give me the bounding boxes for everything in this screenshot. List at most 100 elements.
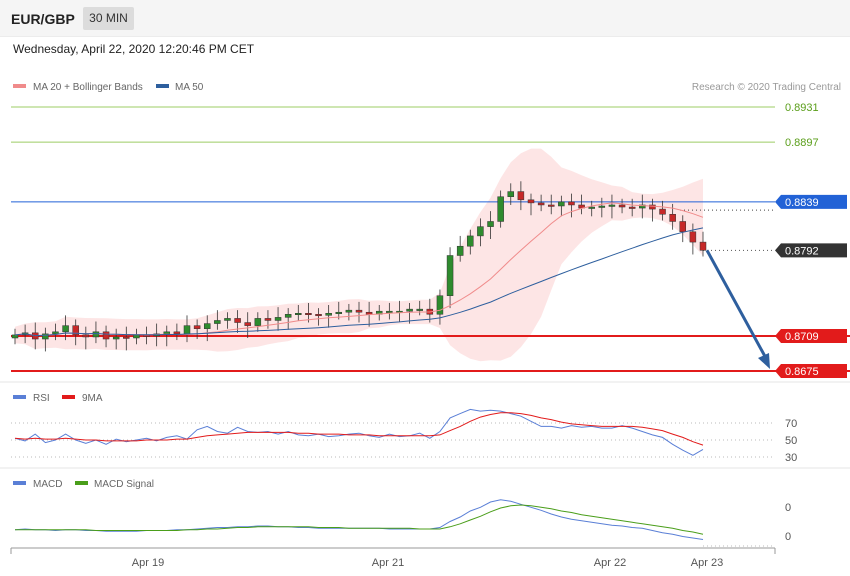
rsi-legend-label: RSI (33, 393, 50, 404)
rsi-panel: 70 50 30 (11, 408, 797, 464)
candle-body (62, 325, 69, 333)
candle-body (618, 204, 626, 208)
ma50-legend-label: MA 50 (175, 82, 204, 93)
candle-body (295, 313, 302, 315)
symbol-label: EUR/GBP (11, 11, 75, 27)
candle-body (477, 226, 484, 237)
rsi-tick-label: 30 (785, 452, 797, 464)
candle-body (123, 336, 130, 339)
candle-body (284, 314, 292, 318)
candle-body (386, 310, 393, 313)
candle-body (537, 202, 545, 206)
macd-tick-label: 0 (785, 502, 791, 514)
macd-signal-legend-swatch (75, 481, 88, 485)
candle-body (558, 201, 565, 207)
candle-body (244, 322, 251, 326)
candle-body (365, 311, 373, 315)
macd-panel: 00 (14, 499, 791, 547)
candle-body (527, 199, 535, 204)
macd-legend: MACD MACD Signal (13, 479, 154, 490)
candle-body (112, 336, 120, 340)
candle-body (163, 331, 171, 335)
candle-body (173, 331, 181, 335)
ma50-line (14, 227, 704, 337)
candle-body (183, 325, 191, 335)
macd-legend-label: MACD (33, 479, 62, 490)
level-value-support: 0.8675 (785, 366, 819, 378)
rsi-line (14, 408, 704, 456)
macd-signal-line (15, 504, 704, 535)
candle-body (467, 235, 474, 247)
candle-body (82, 334, 90, 338)
candle-body (588, 206, 595, 209)
timestamp-label: Wednesday, April 22, 2020 12:20:46 PM CE… (13, 42, 255, 56)
candle-body (92, 331, 100, 338)
candle-body (254, 318, 262, 326)
candle-body (345, 309, 353, 313)
bollinger-band-area (15, 148, 703, 362)
level-value-pivot: 0.8839 (785, 197, 819, 209)
candle-body (639, 204, 646, 209)
x-tick-label: Apr 22 (594, 557, 626, 569)
macd-tick-label: 0 (785, 531, 791, 543)
ma20-legend-label: MA 20 + Bollinger Bands (33, 82, 143, 93)
candle-body (568, 201, 575, 206)
macd-signal-legend-label: MACD Signal (94, 479, 154, 490)
candle-body (446, 255, 454, 296)
candle-body (517, 191, 525, 201)
candle-body (214, 320, 221, 324)
candle-body (416, 308, 423, 311)
candle-body (305, 313, 312, 315)
candle-body (669, 214, 676, 222)
candle-body (497, 196, 504, 222)
candle-body (102, 331, 110, 340)
candle-body (547, 204, 555, 207)
macd-line (14, 499, 704, 540)
candle-body (649, 204, 656, 210)
forecast-arrow-head (758, 353, 770, 369)
x-tick-label: Apr 23 (691, 557, 723, 569)
rsi-legend-swatch (13, 395, 26, 399)
level-badge-pivot (775, 194, 847, 209)
price-legend: MA 20 + Bollinger Bands MA 50 (13, 82, 204, 93)
candle-body (42, 333, 49, 340)
moving-averages (14, 202, 704, 337)
candle-body (315, 314, 322, 317)
forecast-arrow-shaft (705, 249, 769, 361)
level-value-resistance: 0.8897 (785, 137, 819, 149)
rsi-legend: RSI 9MA (13, 393, 103, 404)
rsi-ma-legend-label: 9MA (82, 393, 103, 404)
level-value-support: 0.8709 (785, 331, 819, 343)
candle-body (436, 295, 444, 315)
candle-body (628, 206, 636, 209)
candle-body (325, 313, 332, 316)
candle-body (598, 205, 606, 208)
ma20-legend-swatch (13, 84, 26, 88)
candle-body (193, 325, 201, 329)
rsi-tick-label: 70 (785, 418, 797, 430)
timeframe-button[interactable]: 30 MIN (83, 7, 134, 30)
level-badge-support (775, 364, 847, 378)
level-value-resistance: 0.8931 (785, 102, 819, 114)
candle-body (355, 309, 363, 313)
ma50-legend-swatch (156, 84, 169, 88)
candle-body (224, 318, 231, 321)
candle-body (133, 334, 140, 339)
rsi-ma-legend-swatch (62, 395, 75, 399)
candle-body (487, 221, 494, 227)
candle-body (203, 323, 211, 329)
rsi-tick-label: 50 (785, 435, 797, 447)
candle-body (456, 245, 464, 256)
x-axis-ticks: Apr 19 Apr 21 Apr 22 Apr 23 (132, 557, 723, 569)
candle-body (72, 325, 79, 336)
candle-body (52, 331, 59, 335)
candle-body (507, 191, 515, 197)
level-badge-current (775, 243, 847, 258)
price-level-labels: 0.8931 0.8897 0.8839 0.8792 0.8709 0.8675 (775, 102, 847, 378)
x-tick-label: Apr 19 (132, 557, 164, 569)
candle-body (274, 317, 282, 321)
level-badge-support (775, 328, 847, 343)
candle-body (689, 231, 697, 243)
